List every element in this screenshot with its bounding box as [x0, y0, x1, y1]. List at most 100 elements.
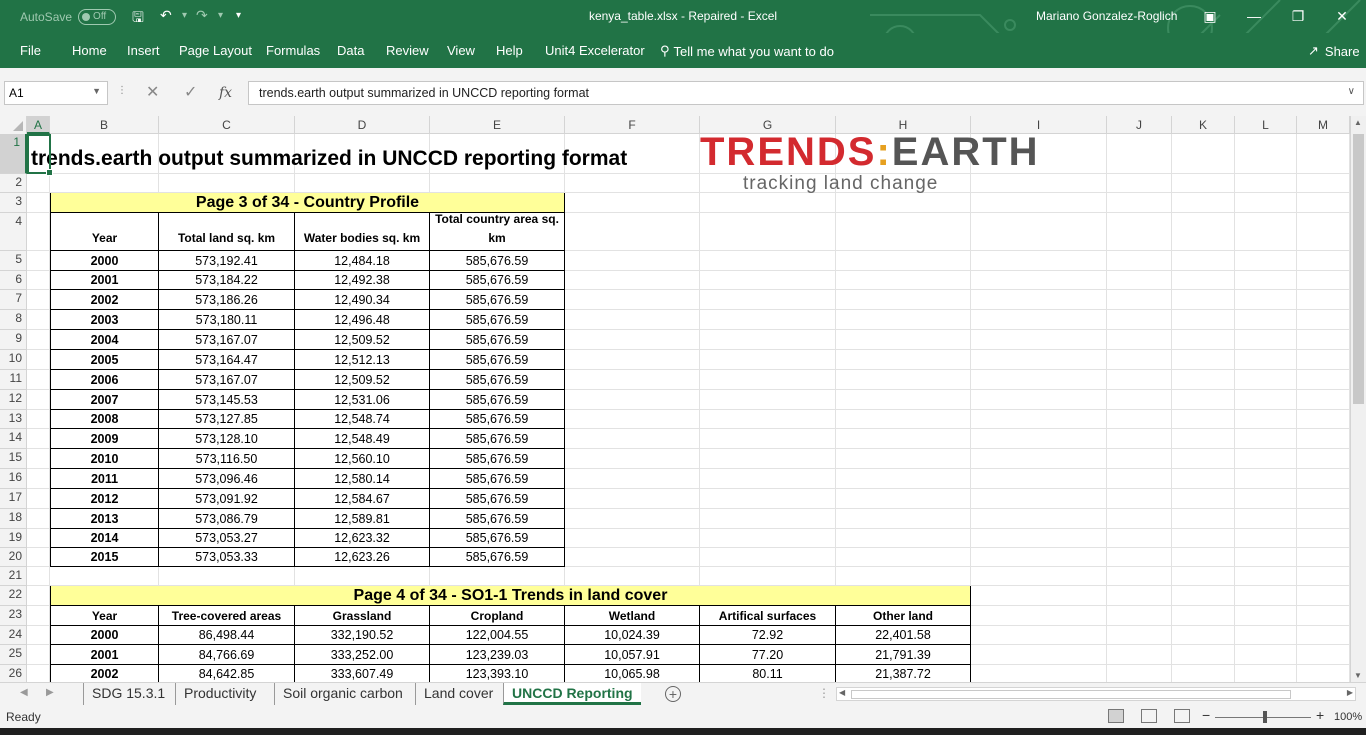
table2-year-cell[interactable]: 2002 [50, 665, 159, 682]
page-layout-view-icon[interactable] [1141, 709, 1157, 723]
column-header-j[interactable]: J [1107, 116, 1172, 134]
table1-column-header[interactable]: Water bodies sq. km [295, 213, 430, 251]
zoom-out-icon[interactable]: − [1202, 707, 1211, 723]
table1-value-cell[interactable]: 573,192.41 [159, 251, 295, 271]
table1-value-cell[interactable]: 573,096.46 [159, 469, 295, 489]
table1-value-cell[interactable]: 12,490.34 [295, 290, 430, 310]
table1-value-cell[interactable]: 573,145.53 [159, 390, 295, 410]
table1-year-cell[interactable]: 2009 [50, 429, 159, 449]
column-header-m[interactable]: M [1297, 116, 1350, 134]
row-header-20[interactable]: 20 [0, 548, 27, 567]
table1-value-cell[interactable]: 573,053.33 [159, 548, 295, 567]
zoom-slider-thumb[interactable] [1263, 711, 1267, 723]
table2-value-cell[interactable]: 77.20 [700, 645, 836, 665]
table2-value-cell[interactable]: 123,393.10 [430, 665, 565, 682]
name-box[interactable]: A1 ▼ [4, 81, 108, 105]
table1-value-cell[interactable]: 585,676.59 [430, 529, 565, 548]
row-header-4[interactable]: 4 [0, 213, 27, 251]
table2-column-header[interactable]: Tree-covered areas [159, 606, 295, 626]
table1-year-cell[interactable]: 2006 [50, 370, 159, 390]
undo-dropdown-icon[interactable]: ▾ [182, 10, 188, 21]
undo-icon[interactable]: ↶ [160, 7, 172, 23]
scroll-right-icon[interactable]: ▶ [1346, 688, 1353, 697]
tab-split-grip-icon[interactable]: ⋮ [818, 686, 830, 700]
table1-value-cell[interactable]: 573,184.22 [159, 271, 295, 290]
table2-value-cell[interactable]: 10,057.91 [565, 645, 700, 665]
table2-value-cell[interactable]: 10,024.39 [565, 626, 700, 645]
tab-home[interactable]: Home [72, 43, 107, 58]
table2-value-cell[interactable]: 333,607.49 [295, 665, 430, 682]
enter-icon[interactable]: ✓ [184, 84, 198, 101]
table1-year-cell[interactable]: 2010 [50, 449, 159, 469]
sheet-tab-soil-organic-carbon[interactable]: Soil organic carbon [274, 683, 411, 705]
customize-qat-icon[interactable]: ▾ [236, 10, 242, 21]
sheet-tab-unccd-reporting[interactable]: UNCCD Reporting [503, 683, 641, 705]
row-header-26[interactable]: 26 [0, 665, 27, 682]
table1-year-cell[interactable]: 2008 [50, 410, 159, 429]
table2-column-header[interactable]: Artifical surfaces [700, 606, 836, 626]
table1-value-cell[interactable]: 573,128.10 [159, 429, 295, 449]
vertical-scroll-thumb[interactable] [1353, 134, 1364, 404]
table1-year-cell[interactable]: 2013 [50, 509, 159, 529]
table1-value-cell[interactable]: 573,167.07 [159, 330, 295, 350]
table1-value-cell[interactable]: 12,584.67 [295, 489, 430, 509]
row-header-17[interactable]: 17 [0, 489, 27, 509]
add-sheet-icon[interactable]: + [665, 686, 681, 702]
expand-formula-bar-icon[interactable]: ∨ [1347, 86, 1355, 97]
scroll-up-icon[interactable]: ▲ [1354, 118, 1362, 127]
save-icon[interactable]: 🖫 [132, 9, 144, 25]
table1-value-cell[interactable]: 12,623.32 [295, 529, 430, 548]
row-header-16[interactable]: 16 [0, 469, 27, 489]
table2-column-header[interactable]: Other land [836, 606, 971, 626]
insert-function-icon[interactable]: fx [219, 85, 233, 101]
table2-year-cell[interactable]: 2000 [50, 626, 159, 645]
row-header-19[interactable]: 19 [0, 529, 27, 548]
horizontal-scrollbar[interactable]: ◀ ▶ [836, 687, 1356, 701]
sheet-tab-land-cover[interactable]: Land cover [415, 683, 501, 705]
row-header-11[interactable]: 11 [0, 370, 27, 390]
table1-column-header[interactable]: Total country area sq. km [430, 213, 565, 251]
table2-value-cell[interactable]: 123,239.03 [430, 645, 565, 665]
table1-value-cell[interactable]: 12,512.13 [295, 350, 430, 370]
table1-value-cell[interactable]: 573,116.50 [159, 449, 295, 469]
sheet-tab-productivity[interactable]: Productivity [175, 683, 264, 705]
column-header-b[interactable]: B [50, 116, 159, 134]
table1-value-cell[interactable]: 585,676.59 [430, 449, 565, 469]
select-all-button[interactable] [0, 116, 27, 134]
tab-page-layout[interactable]: Page Layout [179, 43, 253, 58]
zoom-level[interactable]: 100% [1334, 711, 1363, 723]
autosave-toggle[interactable]: Off [78, 9, 117, 25]
column-header-k[interactable]: K [1172, 116, 1235, 134]
row-header-3[interactable]: 3 [0, 193, 27, 213]
row-header-5[interactable]: 5 [0, 251, 27, 271]
normal-view-icon[interactable] [1108, 709, 1124, 723]
page-break-preview-icon[interactable] [1174, 709, 1190, 723]
column-header-i[interactable]: I [971, 116, 1107, 134]
table1-year-cell[interactable]: 2014 [50, 529, 159, 548]
table1-year-cell[interactable]: 2011 [50, 469, 159, 489]
table1-value-cell[interactable]: 573,186.26 [159, 290, 295, 310]
table1-value-cell[interactable]: 585,676.59 [430, 330, 565, 350]
table1-value-cell[interactable]: 573,180.11 [159, 310, 295, 330]
row-header-7[interactable]: 7 [0, 290, 27, 310]
column-header-g[interactable]: G [700, 116, 836, 134]
column-header-h[interactable]: H [836, 116, 971, 134]
horizontal-scroll-thumb[interactable] [851, 690, 1291, 699]
tab-review[interactable]: Review [386, 43, 429, 58]
table2-value-cell[interactable]: 80.11 [700, 665, 836, 682]
table1-value-cell[interactable]: 585,676.59 [430, 548, 565, 567]
row-header-24[interactable]: 24 [0, 626, 27, 645]
row-header-13[interactable]: 13 [0, 410, 27, 429]
formula-input[interactable]: trends.earth output summarized in UNCCD … [248, 81, 1364, 105]
table1-value-cell[interactable]: 12,509.52 [295, 330, 430, 350]
table1-value-cell[interactable]: 12,623.26 [295, 548, 430, 567]
table2-value-cell[interactable]: 86,498.44 [159, 626, 295, 645]
next-sheet-icon[interactable]: ▶ [46, 687, 54, 698]
table2-value-cell[interactable]: 84,766.69 [159, 645, 295, 665]
row-header-15[interactable]: 15 [0, 449, 27, 469]
table2-year-cell[interactable]: 2001 [50, 645, 159, 665]
sheet-title[interactable]: trends.earth output summarized in UNCCD … [31, 147, 628, 170]
table1-year-cell[interactable]: 2007 [50, 390, 159, 410]
autosave-control[interactable]: AutoSave Off [20, 9, 117, 25]
